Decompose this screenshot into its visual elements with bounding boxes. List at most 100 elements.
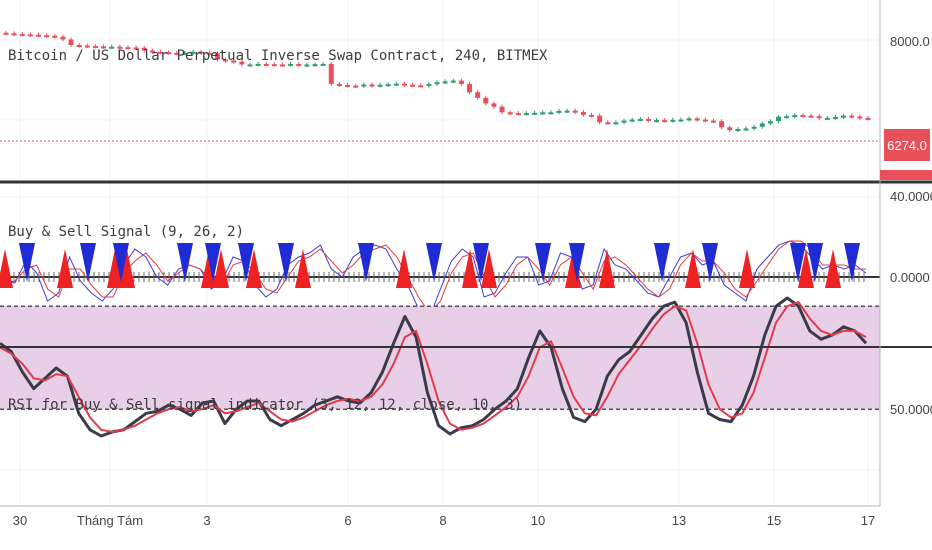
rsi-panel <box>0 296 880 438</box>
sell-signal-marker <box>358 243 374 282</box>
candle <box>353 85 359 88</box>
candle <box>101 46 107 49</box>
candle <box>190 51 196 54</box>
buy-signal-marker <box>825 249 841 288</box>
price-panel-title: Bitcoin / US Dollar Perpetual Inverse Sw… <box>8 48 548 64</box>
candle <box>792 115 798 118</box>
candle <box>710 120 716 123</box>
candle <box>645 118 651 121</box>
date-label: 30 <box>12 513 28 528</box>
candle <box>92 46 98 49</box>
rsi-band <box>0 306 880 410</box>
buy-signal-marker <box>119 249 135 288</box>
sell-signal-marker <box>205 243 221 282</box>
buy-signal-marker <box>396 249 412 288</box>
candle <box>743 128 749 131</box>
price-candles <box>0 30 880 142</box>
candle <box>442 81 448 84</box>
sell-signal-marker <box>535 243 551 282</box>
candle <box>532 112 538 115</box>
last-price-badge: 6274.0 <box>884 129 930 161</box>
candle <box>808 115 814 118</box>
signal-panel-title: Buy & Sell Signal (9, 26, 2) <box>8 224 245 240</box>
candle <box>719 121 725 128</box>
candle <box>523 113 529 116</box>
signal-panel <box>0 240 880 318</box>
rsi-axis-label: 50.0000 <box>890 402 932 417</box>
candle <box>174 52 180 55</box>
date-label: 17 <box>860 513 876 528</box>
sell-signal-marker <box>426 243 442 282</box>
candle <box>702 119 708 122</box>
candle <box>767 121 773 124</box>
candle <box>247 64 253 67</box>
candle <box>776 116 782 122</box>
candle <box>507 112 513 115</box>
candle <box>304 64 310 67</box>
signal-series-line <box>3 240 867 318</box>
candle <box>589 114 595 117</box>
rsi-series-line <box>0 301 867 433</box>
candle <box>475 92 481 98</box>
candle <box>36 34 42 37</box>
buy-signal-marker <box>107 249 123 288</box>
date-label: Tháng Tám <box>76 513 144 528</box>
candle <box>434 82 440 85</box>
candle <box>166 52 172 55</box>
price-axis-marker <box>880 170 932 180</box>
sell-signal-marker <box>113 243 129 282</box>
candle <box>198 51 204 54</box>
candle <box>597 115 603 123</box>
price-axis-label: 8000.0 <box>890 34 930 49</box>
candle <box>377 84 383 87</box>
candle <box>426 83 432 86</box>
candle <box>857 116 863 119</box>
candle <box>231 60 237 63</box>
buy-signal-marker <box>246 249 262 288</box>
date-label: 8 <box>439 513 447 528</box>
candle <box>68 39 74 45</box>
candle <box>214 53 220 60</box>
candle <box>141 47 147 51</box>
candle <box>11 33 17 36</box>
date-label: 15 <box>766 513 782 528</box>
candle <box>336 83 342 86</box>
candle <box>841 115 847 118</box>
sell-signal-marker <box>278 243 294 282</box>
candle <box>60 36 66 40</box>
candle <box>52 35 58 38</box>
candle <box>556 110 562 113</box>
candle <box>410 84 416 87</box>
candle <box>727 127 733 131</box>
candle <box>467 83 473 93</box>
candle <box>784 116 790 119</box>
sell-signal-marker <box>80 243 96 282</box>
candle <box>759 123 765 127</box>
candle <box>239 61 245 65</box>
candle <box>369 84 375 87</box>
candle <box>328 63 334 84</box>
candle <box>19 33 25 36</box>
candle <box>515 113 521 116</box>
candle <box>3 32 9 35</box>
candle <box>621 120 627 123</box>
buy-signal-marker <box>798 249 814 288</box>
candle <box>133 47 139 50</box>
candle <box>580 112 586 115</box>
candle <box>182 52 188 55</box>
candle <box>320 63 326 66</box>
candle <box>44 35 50 38</box>
buy-signal-marker <box>685 249 701 288</box>
candle <box>735 128 741 131</box>
candle <box>605 122 611 125</box>
candle <box>149 50 155 53</box>
buy-signal-marker <box>295 249 311 288</box>
candle <box>125 47 131 50</box>
candle <box>832 117 838 120</box>
sell-signal-marker <box>177 243 193 282</box>
candle <box>824 117 830 120</box>
sell-signal-marker <box>790 243 806 282</box>
candle <box>629 119 635 122</box>
signal-axis-label-top: 40.0000 <box>890 189 932 204</box>
sell-signal-marker <box>238 243 254 282</box>
